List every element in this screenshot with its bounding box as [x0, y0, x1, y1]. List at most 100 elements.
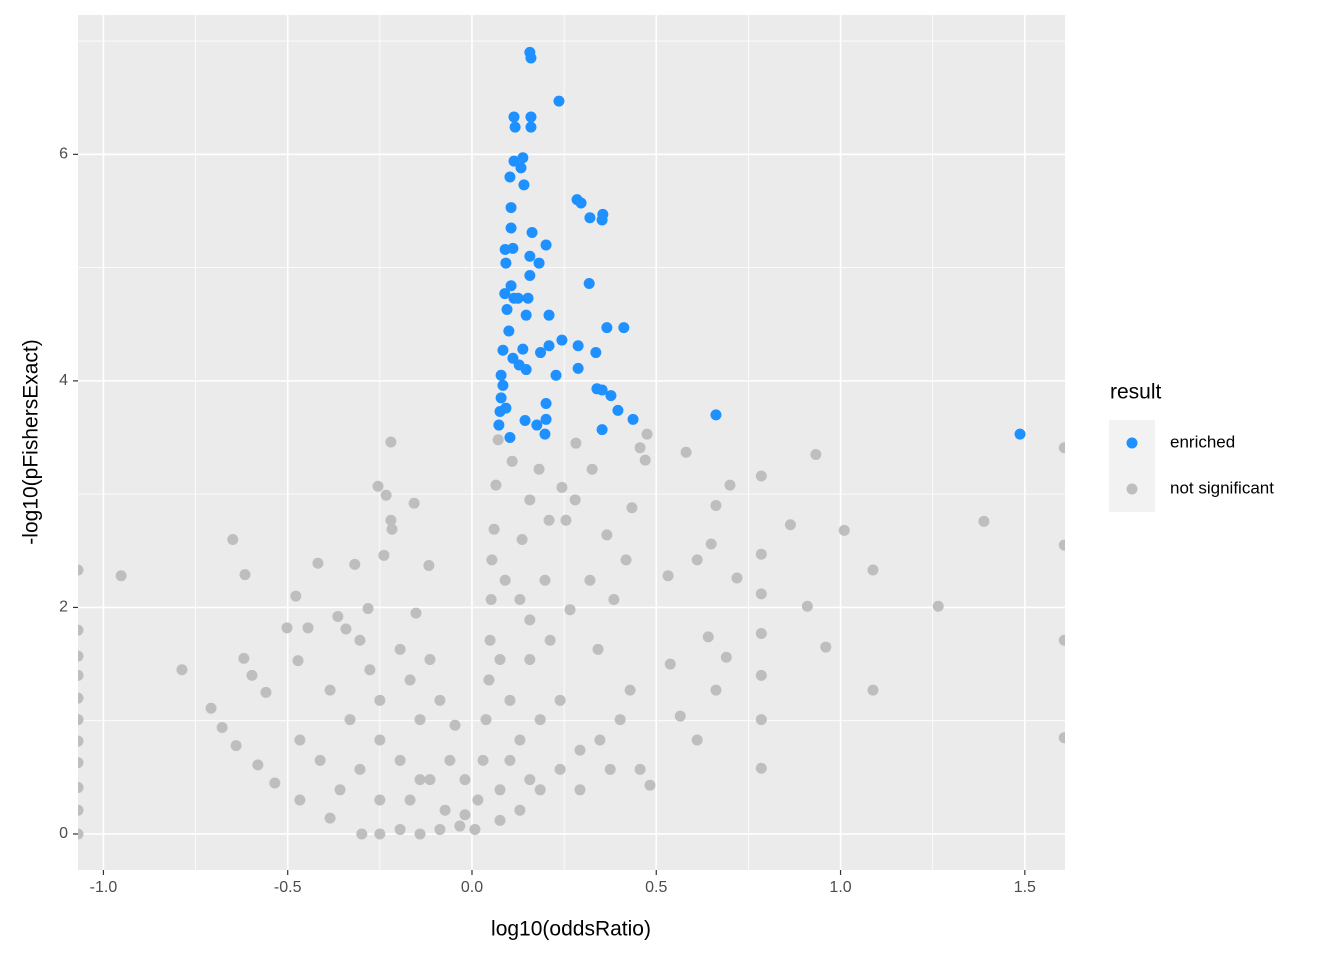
- point: [78, 828, 84, 840]
- x-tick-label: 0.0: [461, 879, 483, 896]
- point: [620, 554, 632, 566]
- grid: [78, 15, 1065, 870]
- point: [702, 631, 714, 643]
- point: [535, 347, 547, 359]
- point: [290, 590, 302, 602]
- point: [680, 446, 692, 458]
- point: [516, 533, 528, 545]
- point: [662, 570, 674, 582]
- point: [525, 121, 537, 133]
- x-tick-label: -1.0: [90, 879, 118, 896]
- legend-label: enriched: [1170, 432, 1235, 451]
- point: [705, 538, 717, 550]
- point: [526, 226, 538, 238]
- point: [444, 754, 456, 766]
- legend-swatch: [1126, 483, 1138, 495]
- x-axis-title: log10(oddsRatio): [491, 918, 651, 941]
- point: [533, 257, 545, 269]
- point: [380, 489, 392, 501]
- point: [543, 340, 555, 352]
- point: [494, 405, 506, 417]
- point: [394, 643, 406, 655]
- point: [755, 588, 767, 600]
- point: [531, 419, 543, 431]
- point: [500, 257, 512, 269]
- point: [710, 684, 722, 696]
- point: [334, 784, 346, 796]
- point: [488, 523, 500, 535]
- y-tick-label: 4: [59, 372, 68, 389]
- point: [506, 455, 518, 467]
- point: [586, 463, 598, 475]
- point: [509, 121, 521, 133]
- point: [362, 603, 374, 615]
- point: [554, 763, 566, 775]
- points: [78, 46, 1065, 840]
- point: [424, 654, 436, 666]
- point: [518, 179, 530, 191]
- point: [594, 734, 606, 746]
- legend: result enriched not significant: [1109, 381, 1274, 512]
- point: [710, 499, 722, 511]
- point: [755, 669, 767, 681]
- point: [378, 549, 390, 561]
- point: [314, 754, 326, 766]
- point: [252, 759, 264, 771]
- point: [525, 52, 537, 64]
- point: [504, 432, 516, 444]
- point: [1058, 539, 1065, 551]
- point: [340, 623, 352, 635]
- point: [281, 622, 293, 634]
- point: [423, 560, 435, 572]
- point: [354, 763, 366, 775]
- point: [575, 197, 587, 209]
- point: [691, 554, 703, 566]
- legend-title: result: [1110, 381, 1162, 404]
- point: [477, 754, 489, 766]
- point: [519, 415, 531, 427]
- point: [584, 574, 596, 586]
- point: [480, 714, 492, 726]
- point: [505, 202, 517, 214]
- point: [501, 304, 513, 316]
- point: [543, 309, 555, 321]
- point: [459, 809, 471, 821]
- point: [604, 763, 616, 775]
- point: [801, 600, 813, 612]
- point: [503, 325, 515, 337]
- point: [574, 784, 586, 796]
- point: [78, 624, 84, 636]
- point: [312, 557, 324, 569]
- point: [483, 674, 495, 686]
- point: [497, 344, 509, 356]
- point: [486, 554, 498, 566]
- point: [294, 794, 306, 806]
- point: [414, 828, 426, 840]
- axes: -1.0 -0.5 0.0 0.5 1.0 1.5 0 2 4 6: [59, 146, 1036, 897]
- point: [495, 369, 507, 381]
- point: [626, 502, 638, 514]
- point: [484, 634, 496, 646]
- point: [524, 270, 536, 282]
- point: [583, 277, 595, 289]
- point: [494, 654, 506, 666]
- point: [176, 664, 188, 676]
- point: [394, 754, 406, 766]
- point: [605, 390, 617, 402]
- point: [514, 734, 526, 746]
- point: [239, 569, 251, 581]
- point: [574, 744, 586, 756]
- point: [556, 481, 568, 493]
- point: [78, 692, 84, 704]
- legend-swatch: [1126, 437, 1138, 449]
- point: [641, 428, 653, 440]
- point: [720, 651, 732, 663]
- point: [533, 463, 545, 475]
- y-tick-label: 2: [59, 599, 68, 616]
- point: [755, 714, 767, 726]
- point: [78, 804, 84, 816]
- point: [490, 479, 502, 491]
- point: [434, 823, 446, 835]
- point: [349, 558, 361, 570]
- point: [517, 343, 529, 355]
